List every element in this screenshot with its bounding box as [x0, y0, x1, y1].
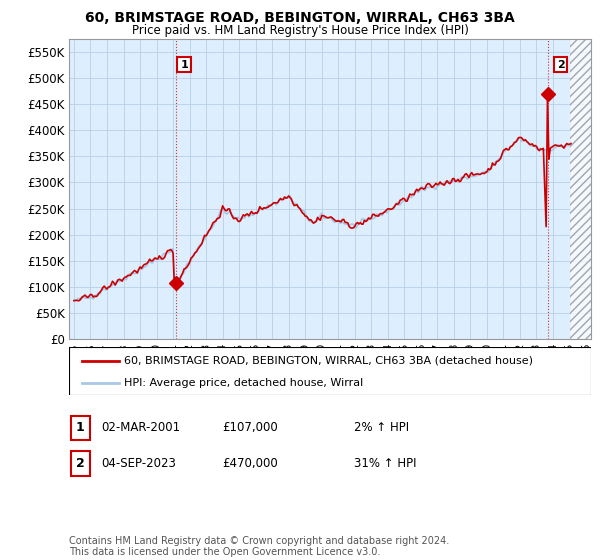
Text: 1: 1: [180, 60, 188, 69]
Text: 2: 2: [76, 457, 85, 470]
Bar: [569, 39, 591, 339]
FancyBboxPatch shape: [71, 416, 90, 440]
Text: 02-MAR-2001: 02-MAR-2001: [101, 421, 180, 435]
FancyBboxPatch shape: [69, 347, 591, 395]
Text: 2: 2: [557, 60, 565, 69]
Text: 2% ↑ HPI: 2% ↑ HPI: [354, 421, 409, 435]
Text: £107,000: £107,000: [222, 421, 278, 435]
Text: £470,000: £470,000: [222, 457, 278, 470]
Text: 1: 1: [76, 421, 85, 435]
FancyBboxPatch shape: [71, 451, 90, 476]
Text: 04-SEP-2023: 04-SEP-2023: [101, 457, 176, 470]
Text: 60, BRIMSTAGE ROAD, BEBINGTON, WIRRAL, CH63 3BA: 60, BRIMSTAGE ROAD, BEBINGTON, WIRRAL, C…: [85, 11, 515, 25]
Text: Contains HM Land Registry data © Crown copyright and database right 2024.
This d: Contains HM Land Registry data © Crown c…: [69, 535, 449, 557]
Text: Price paid vs. HM Land Registry's House Price Index (HPI): Price paid vs. HM Land Registry's House …: [131, 24, 469, 37]
Text: HPI: Average price, detached house, Wirral: HPI: Average price, detached house, Wirr…: [124, 378, 363, 388]
Text: 31% ↑ HPI: 31% ↑ HPI: [354, 457, 416, 470]
Text: 60, BRIMSTAGE ROAD, BEBINGTON, WIRRAL, CH63 3BA (detached house): 60, BRIMSTAGE ROAD, BEBINGTON, WIRRAL, C…: [124, 356, 533, 366]
